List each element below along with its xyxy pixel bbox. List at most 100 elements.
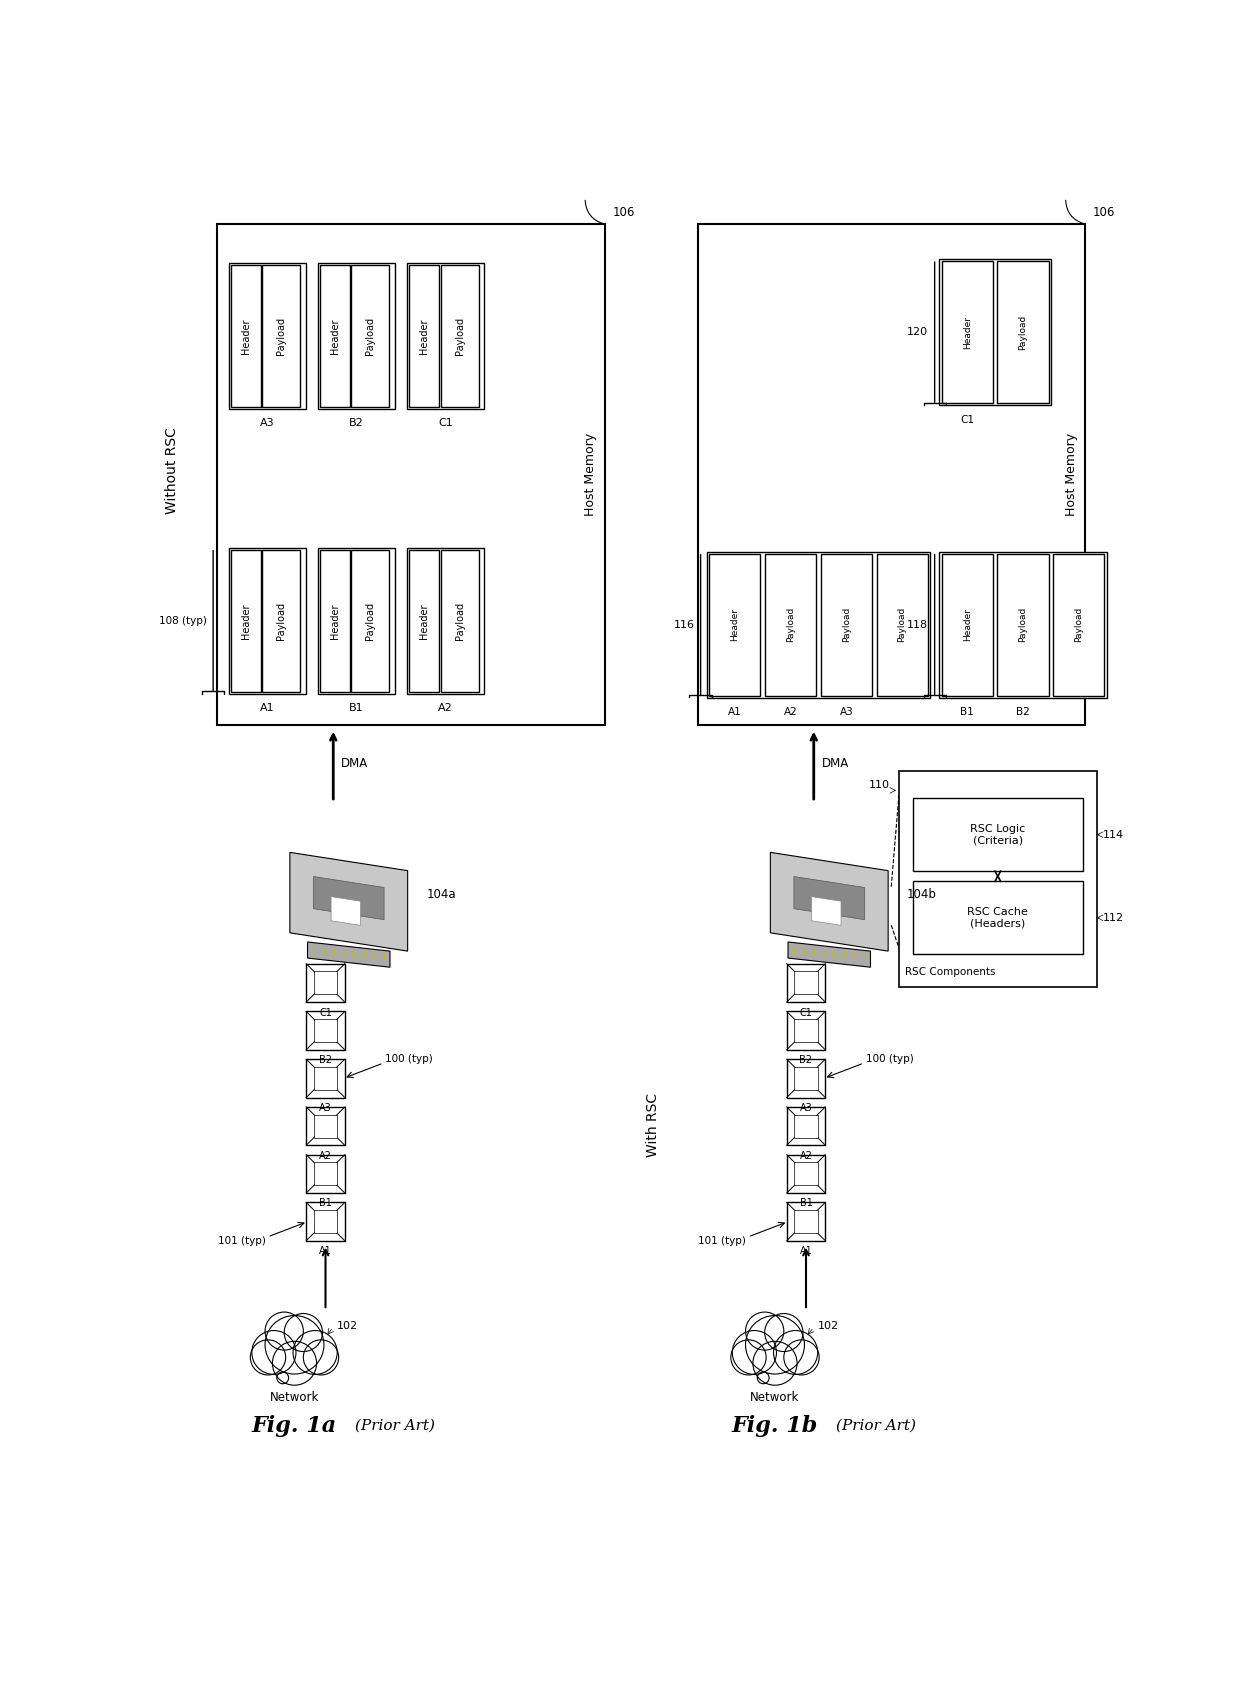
FancyBboxPatch shape	[314, 1162, 337, 1186]
Circle shape	[745, 1315, 805, 1375]
FancyBboxPatch shape	[913, 798, 1083, 871]
Text: DMA: DMA	[341, 757, 368, 770]
Text: Fig. 1b: Fig. 1b	[732, 1415, 818, 1437]
FancyBboxPatch shape	[231, 265, 262, 407]
Text: A1: A1	[260, 703, 275, 713]
Circle shape	[304, 1341, 339, 1375]
Text: RSC Cache
(Headers): RSC Cache (Headers)	[967, 906, 1028, 928]
Circle shape	[753, 1341, 797, 1385]
Polygon shape	[314, 877, 384, 920]
FancyBboxPatch shape	[821, 553, 872, 696]
Text: C1: C1	[319, 1008, 332, 1018]
Text: 104b: 104b	[906, 888, 936, 901]
Circle shape	[277, 1373, 289, 1383]
FancyBboxPatch shape	[697, 224, 1085, 725]
Polygon shape	[331, 896, 361, 925]
FancyBboxPatch shape	[306, 1059, 345, 1098]
FancyBboxPatch shape	[306, 1203, 345, 1241]
Text: (Prior Art): (Prior Art)	[355, 1419, 435, 1432]
Text: Header: Header	[419, 602, 429, 638]
FancyBboxPatch shape	[314, 1115, 337, 1137]
Text: Payload: Payload	[277, 317, 286, 355]
FancyBboxPatch shape	[440, 265, 479, 407]
Polygon shape	[789, 942, 870, 967]
Text: 108 (typ): 108 (typ)	[159, 616, 207, 626]
FancyBboxPatch shape	[997, 261, 1049, 404]
FancyBboxPatch shape	[306, 1106, 345, 1145]
FancyBboxPatch shape	[940, 260, 1050, 406]
Circle shape	[265, 1315, 324, 1375]
FancyBboxPatch shape	[351, 550, 389, 692]
Polygon shape	[770, 852, 888, 950]
FancyBboxPatch shape	[786, 1059, 826, 1098]
FancyBboxPatch shape	[786, 1106, 826, 1145]
Text: Header: Header	[962, 608, 972, 641]
FancyBboxPatch shape	[217, 224, 605, 725]
FancyBboxPatch shape	[314, 1020, 337, 1042]
FancyBboxPatch shape	[913, 881, 1083, 954]
Text: Header: Header	[419, 319, 429, 355]
Text: Payload: Payload	[1018, 608, 1028, 643]
Text: Payload: Payload	[786, 608, 795, 643]
Text: 100 (typ): 100 (typ)	[866, 1054, 914, 1064]
Circle shape	[745, 1312, 784, 1351]
Text: C1: C1	[800, 1008, 812, 1018]
Text: B2: B2	[319, 1056, 332, 1066]
FancyBboxPatch shape	[795, 1115, 817, 1137]
FancyBboxPatch shape	[786, 1154, 826, 1193]
Text: 110: 110	[869, 781, 890, 791]
Text: Payload: Payload	[366, 317, 376, 355]
Text: B1: B1	[960, 708, 975, 718]
Text: 102: 102	[337, 1320, 358, 1330]
Text: Fig. 1a: Fig. 1a	[252, 1415, 337, 1437]
FancyBboxPatch shape	[306, 964, 345, 1003]
FancyBboxPatch shape	[407, 263, 485, 409]
FancyBboxPatch shape	[306, 1154, 345, 1193]
Text: 104a: 104a	[427, 888, 456, 901]
FancyBboxPatch shape	[795, 1162, 817, 1186]
FancyBboxPatch shape	[997, 553, 1049, 696]
FancyBboxPatch shape	[899, 770, 1096, 986]
FancyBboxPatch shape	[320, 265, 351, 407]
FancyBboxPatch shape	[314, 971, 337, 994]
Polygon shape	[290, 852, 408, 950]
FancyBboxPatch shape	[351, 265, 389, 407]
Text: B2: B2	[350, 419, 363, 428]
Text: Network: Network	[750, 1392, 800, 1403]
Circle shape	[284, 1313, 322, 1351]
Text: B1: B1	[800, 1198, 812, 1208]
Text: A1: A1	[728, 708, 742, 718]
Text: Header: Header	[730, 608, 739, 641]
Text: Payload: Payload	[455, 317, 465, 355]
Polygon shape	[308, 942, 389, 967]
Text: 106: 106	[613, 207, 635, 219]
Circle shape	[293, 1330, 337, 1375]
FancyBboxPatch shape	[795, 971, 817, 994]
FancyBboxPatch shape	[320, 550, 351, 692]
FancyBboxPatch shape	[786, 964, 826, 1003]
Text: Payload: Payload	[842, 608, 851, 643]
Circle shape	[774, 1330, 817, 1375]
FancyBboxPatch shape	[314, 1210, 337, 1234]
FancyBboxPatch shape	[231, 550, 262, 692]
Circle shape	[250, 1341, 285, 1375]
Text: Header: Header	[330, 319, 340, 355]
Text: 102: 102	[817, 1320, 838, 1330]
Text: With RSC: With RSC	[646, 1093, 660, 1157]
Circle shape	[265, 1312, 304, 1351]
Text: 100 (typ): 100 (typ)	[386, 1054, 433, 1064]
Text: B1: B1	[350, 703, 363, 713]
FancyBboxPatch shape	[263, 550, 300, 692]
Circle shape	[758, 1373, 769, 1383]
Text: Without RSC: Without RSC	[165, 428, 179, 514]
Circle shape	[273, 1341, 316, 1385]
Text: A3: A3	[800, 1103, 812, 1113]
Circle shape	[730, 1341, 766, 1375]
FancyBboxPatch shape	[941, 261, 993, 404]
Text: Host Memory: Host Memory	[1065, 433, 1078, 516]
FancyBboxPatch shape	[228, 548, 306, 694]
Text: Network: Network	[270, 1392, 319, 1403]
Text: Payload: Payload	[898, 608, 906, 643]
FancyBboxPatch shape	[795, 1210, 817, 1234]
FancyBboxPatch shape	[795, 1020, 817, 1042]
